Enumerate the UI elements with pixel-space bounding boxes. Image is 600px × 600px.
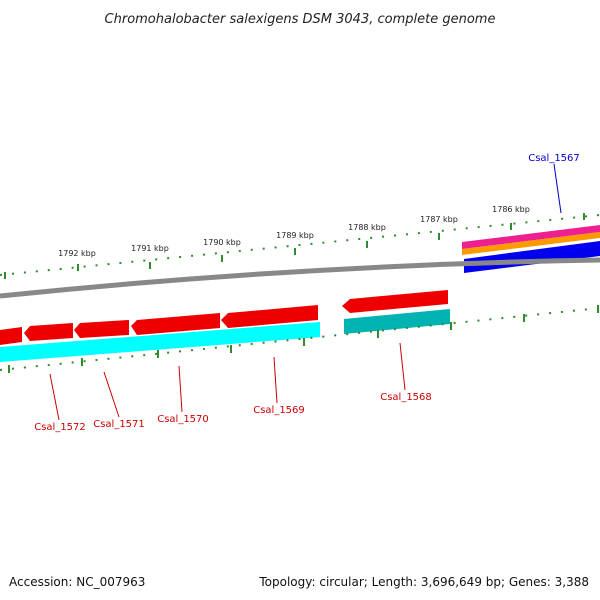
- genome-backbone: [0, 257, 600, 299]
- gene-labels: Csal_1567 Csal_1568 Csal_1569 Csal_1570 …: [34, 153, 580, 433]
- leader-line-csal-1570: [178, 365, 183, 413]
- forward-strand-tracks: [462, 225, 600, 273]
- gene-arrow-csal-1568[interactable]: [342, 290, 448, 313]
- kbp-label: 1787 kbp: [420, 215, 458, 224]
- gene-arrow-csal-1571[interactable]: [74, 320, 129, 338]
- gene-label-csal-1572[interactable]: Csal_1572: [34, 422, 86, 433]
- gene-arrow-csal-1570[interactable]: [131, 313, 220, 335]
- teal-track: [344, 309, 450, 334]
- gene-arrow-csal-1567[interactable]: [464, 241, 600, 273]
- leader-lines: [49, 163, 562, 421]
- kbp-label: 1788 kbp: [348, 223, 386, 232]
- kbp-labels: 1792 kbp 1791 kbp 1790 kbp 1789 kbp 1788…: [58, 205, 530, 258]
- upper-minor-ticks: [0, 214, 600, 276]
- gene-label-csal-1570[interactable]: Csal_1570: [157, 414, 209, 425]
- leader-line-csal-1568: [399, 342, 406, 391]
- leader-line-csal-1567: [553, 163, 562, 214]
- genome-stats-text: Topology: circular; Length: 3,696,649 bp…: [258, 575, 589, 589]
- leader-line-csal-1572: [49, 373, 60, 421]
- kbp-label: 1791 kbp: [131, 244, 169, 253]
- kbp-label: 1792 kbp: [58, 249, 96, 258]
- kbp-label: 1786 kbp: [492, 205, 530, 214]
- map-title: Chromohalobacter salexigens DSM 3043, co…: [105, 12, 496, 27]
- lower-minor-ticks: [0, 307, 600, 371]
- gene-arrow-csal-1573[interactable]: [0, 327, 22, 345]
- upper-tick-ruler: [0, 213, 600, 279]
- gene-label-csal-1568[interactable]: Csal_1568: [380, 392, 432, 403]
- cyan-track: [0, 322, 320, 362]
- gene-arrow-csal-1572[interactable]: [24, 323, 73, 341]
- leader-line-csal-1569: [273, 356, 278, 404]
- gene-arrow-csal-1569[interactable]: [221, 305, 318, 328]
- kbp-label: 1790 kbp: [203, 238, 241, 247]
- lower-tracks: [0, 309, 450, 362]
- gene-label-csal-1571[interactable]: Csal_1571: [93, 419, 145, 430]
- orange-track: [462, 232, 600, 255]
- reverse-strand-genes: [0, 290, 448, 345]
- kbp-label: 1789 kbp: [276, 231, 314, 240]
- gene-label-csal-1567[interactable]: Csal_1567: [528, 153, 580, 164]
- magenta-track: [462, 225, 600, 249]
- accession-text: Accession: NC_007963: [9, 575, 145, 589]
- lower-tick-ruler: [0, 305, 600, 373]
- gene-label-csal-1569[interactable]: Csal_1569: [253, 405, 305, 416]
- leader-line-csal-1571: [103, 371, 120, 418]
